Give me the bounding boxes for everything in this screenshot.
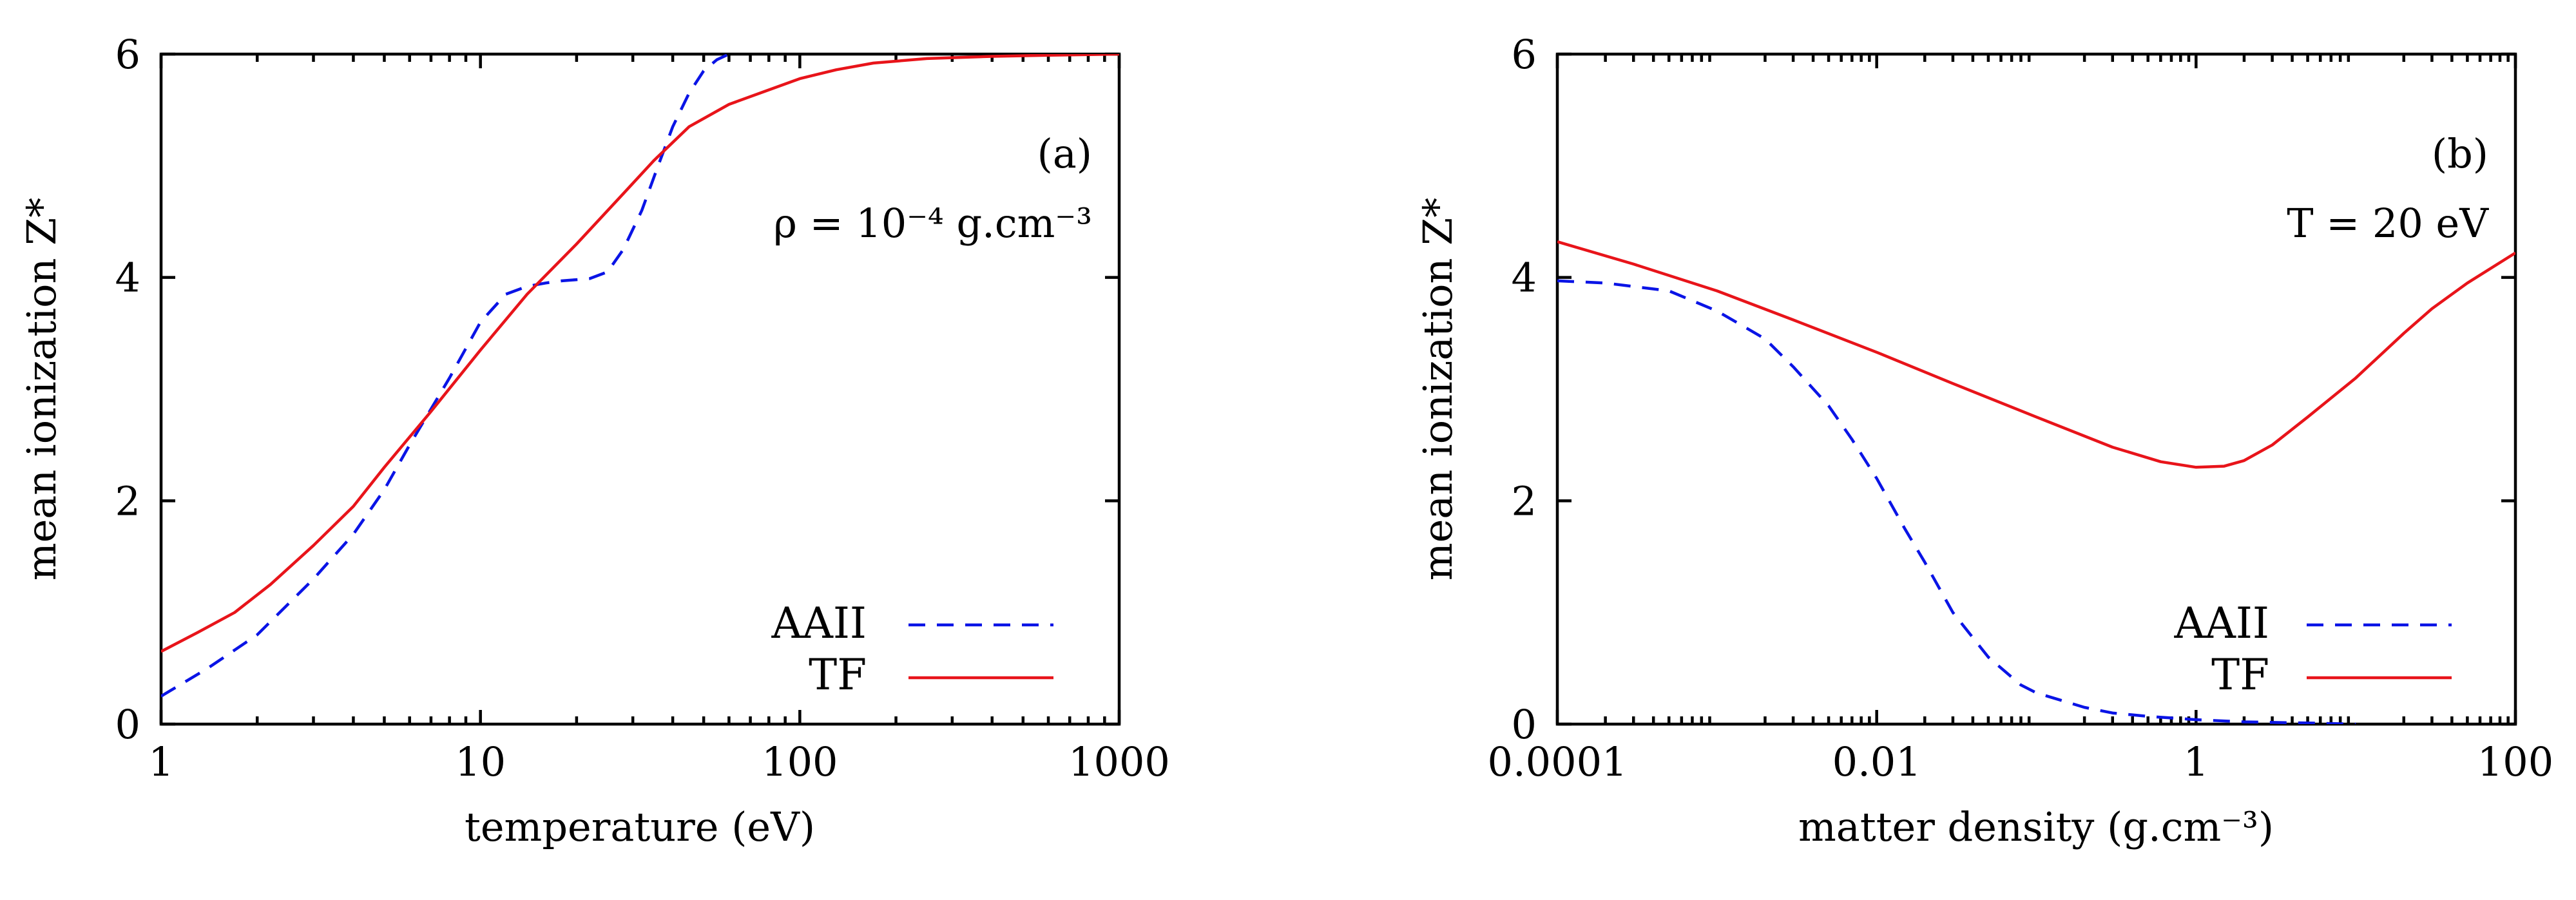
- y-tick-label: 0: [115, 701, 140, 748]
- y-axis-label: mean ionization Z*: [1414, 198, 1461, 580]
- legend-label-tf: TF: [809, 650, 867, 700]
- x-tick-label: 0.01: [1832, 738, 1921, 785]
- legend-label-aaii: AAII: [2174, 598, 2269, 648]
- x-tick-label: 1: [148, 738, 173, 785]
- panel-b: 0.0001 0.01 1 100 0 2 4 6 matter density (g.cm…: [1414, 31, 2553, 850]
- y-axis-label: mean ionization Z*: [18, 198, 65, 580]
- x-axis-label: temperature (eV): [465, 803, 815, 850]
- x-tick-label: 0.0001: [1488, 738, 1628, 785]
- y-tick-label: 4: [115, 254, 140, 302]
- legend: AAII TF: [2174, 598, 2452, 700]
- y-tick-label: 0: [1512, 701, 1537, 748]
- legend-label-aaii: AAII: [771, 598, 867, 648]
- x-tick-label: 100: [762, 738, 838, 785]
- y-tick-label: 4: [1512, 254, 1537, 302]
- x-tick-labels: 1 10 100 1000: [148, 738, 1170, 785]
- plot-frame: [1555, 52, 2517, 726]
- series-group: [1557, 240, 2515, 724]
- x-tick-label: 100: [2477, 738, 2553, 785]
- y-tick-label: 6: [115, 31, 140, 78]
- plot-frame: [159, 52, 1121, 726]
- panel-label: (a): [1037, 130, 1092, 177]
- axis-ticks: [1555, 52, 2517, 726]
- y-tick-label: 2: [115, 477, 140, 524]
- axis-ticks: [159, 52, 1121, 726]
- series-line-tf: [161, 54, 1119, 653]
- series-line-aaii: [1557, 279, 2356, 724]
- panel-a: 1 10 100 1000 0 2 4 6 temperature (eV) mean io…: [18, 31, 1170, 850]
- annotation: T = 20 eV: [2287, 200, 2489, 247]
- x-tick-label: 10: [455, 738, 506, 785]
- annotation: ρ = 10⁻⁴ g.cm⁻³: [774, 200, 1093, 247]
- panel-label: (b): [2432, 130, 2488, 177]
- series-line-tf: [1557, 240, 2515, 469]
- legend-label-tf: TF: [2211, 650, 2269, 700]
- y-tick-label: 6: [1512, 31, 1537, 78]
- y-tick-labels: 0 2 4 6: [115, 31, 140, 748]
- x-tick-label: 1: [2184, 738, 2209, 785]
- y-tick-labels: 0 2 4 6: [1512, 31, 1537, 748]
- series-line-aaii: [161, 54, 736, 698]
- y-tick-label: 2: [1512, 477, 1537, 524]
- x-tick-label: 1000: [1068, 738, 1170, 785]
- x-tick-labels: 0.0001 0.01 1 100: [1488, 738, 2554, 785]
- series-group: [161, 54, 1119, 698]
- legend: AAII TF: [771, 598, 1053, 700]
- x-axis-label: matter density (g.cm⁻³): [1798, 803, 2274, 850]
